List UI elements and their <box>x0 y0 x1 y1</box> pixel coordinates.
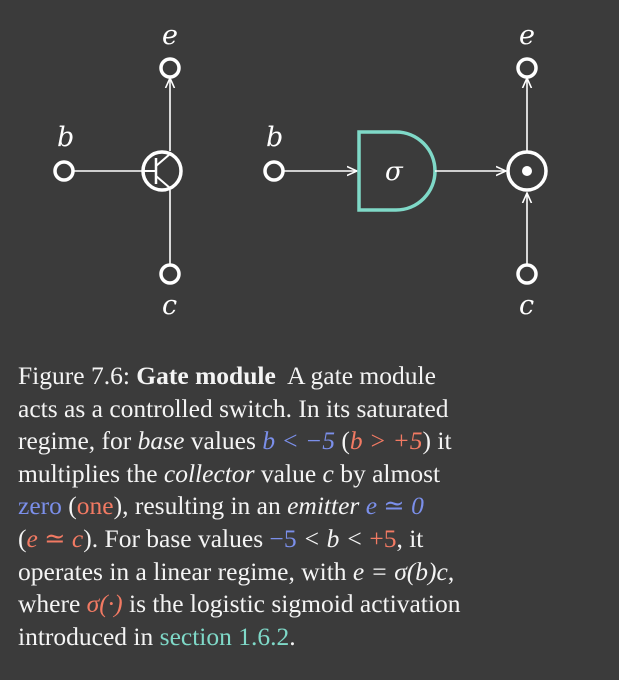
word-zero: zero <box>18 491 62 521</box>
caption-line-6: (e ≃ c). For base values −5 < b < +5, it <box>18 523 608 556</box>
math-base-low: b < −5 <box>262 426 335 456</box>
caption-text: value <box>260 458 317 488</box>
figure-title: Gate module <box>136 361 276 390</box>
caption-text: ( <box>68 491 77 521</box>
caption-text: ), resulting in an <box>113 491 281 521</box>
collector-label-left: c <box>162 290 177 321</box>
caption-text: operates in a linear regime, with <box>18 556 347 586</box>
emitter-label-left: e <box>162 20 178 51</box>
collector-terminal-right <box>516 263 538 285</box>
caption-line-7: operates in a linear regime, with e = σ(… <box>18 556 608 589</box>
emitter-terminal-right <box>516 57 538 79</box>
caption-line-8: where σ(·) is the logistic sigmoid activ… <box>18 588 608 621</box>
math-b-range: < b < <box>303 523 363 553</box>
caption-text: where <box>18 589 81 619</box>
math-e-zero: e ≃ 0 <box>365 491 424 521</box>
caption-text: ) it <box>422 426 452 456</box>
caption-text: . <box>289 621 296 651</box>
figure-number: Figure 7.6: <box>18 361 130 390</box>
caption-text: A gate module <box>287 361 436 390</box>
caption-text: ( <box>341 426 350 456</box>
caption-line-1: Figure 7.6: Gate module A gate module <box>18 360 608 393</box>
math-neg5: −5 <box>269 523 297 553</box>
caption-text: is the logistic sigmoid activation <box>128 589 461 619</box>
base-terminal-right <box>263 160 285 182</box>
caption-text: by almost <box>340 458 441 488</box>
figure-caption: Figure 7.6: Gate module A gate module ac… <box>18 360 608 653</box>
math-e-c: e ≃ c <box>26 523 84 553</box>
caption-text: regime, for <box>18 426 132 456</box>
term-base: base <box>137 426 185 456</box>
term-emitter: emitter <box>287 491 360 521</box>
math-linear-eq: e = σ(b)c <box>352 556 448 586</box>
math-pos5: +5 <box>369 523 397 553</box>
caption-text: acts as a controlled switch. In its satu… <box>18 393 449 423</box>
caption-text: values <box>190 426 256 456</box>
word-one: one <box>76 491 114 521</box>
transistor-icon <box>141 150 183 192</box>
transistor-diagram: b e c <box>53 20 183 321</box>
product-node-icon <box>506 150 548 192</box>
gate-module-diagram: b e c σ b e c <box>53 20 548 321</box>
caption-line-2: acts as a controlled switch. In its satu… <box>18 393 608 426</box>
caption-text: ( <box>18 523 27 553</box>
section-link[interactable]: section 1.6.2 <box>159 621 290 651</box>
collector-terminal <box>159 263 181 285</box>
collector-label-right: c <box>519 290 534 321</box>
math-sigma-func: σ(·) <box>86 589 123 619</box>
caption-line-4: multiplies the collector value c by almo… <box>18 458 608 491</box>
base-label-left: b <box>57 122 74 153</box>
caption-line-3: regime, for base values b < −5 (b > +5) … <box>18 425 608 458</box>
caption-text: introduced in <box>18 621 154 651</box>
caption-text: , <box>447 556 455 586</box>
caption-line-9: introduced in section 1.6.2. <box>18 621 608 654</box>
sigmoid-gate-shape <box>357 130 437 212</box>
caption-text: , it <box>396 523 424 553</box>
math-base-high: b > +5 <box>349 426 423 456</box>
base-label-right: b <box>266 122 283 153</box>
caption-line-5: zero (one), resulting in an emitter e ≃ … <box>18 490 608 523</box>
caption-text: ). For base values <box>83 523 264 553</box>
emitter-terminal <box>159 57 181 79</box>
caption-text: multiplies the <box>18 458 158 488</box>
emitter-label-right: e <box>519 20 535 51</box>
term-collector: collector <box>163 458 255 488</box>
gate-sigma-symbol: σ <box>385 157 404 187</box>
gate-diagram: σ b e c <box>263 20 548 321</box>
base-terminal <box>53 160 75 182</box>
math-c: c <box>322 458 334 488</box>
